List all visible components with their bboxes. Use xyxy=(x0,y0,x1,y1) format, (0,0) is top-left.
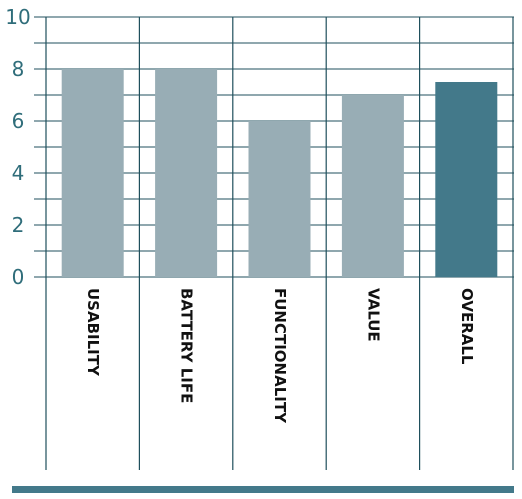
bar-value xyxy=(341,95,404,277)
y-tick-label: 8 xyxy=(12,57,25,81)
x-category-label: USABILITY xyxy=(84,288,102,377)
x-category-label: FUNCTIONALITY xyxy=(271,288,289,424)
y-tick-label: 0 xyxy=(12,265,25,289)
x-category-label: VALUE xyxy=(364,288,382,342)
y-tick-label: 6 xyxy=(12,109,25,133)
y-tick-label: 10 xyxy=(5,5,30,29)
bar-usability xyxy=(61,69,124,277)
bar-overall xyxy=(435,82,498,277)
bars xyxy=(61,69,498,277)
x-category-label: BATTERY LIFE xyxy=(178,288,196,403)
y-tick-label: 2 xyxy=(12,213,25,237)
footer-bar xyxy=(12,486,514,493)
bar-functionality xyxy=(248,121,311,277)
bar-battery-life xyxy=(155,69,218,277)
y-tick-label: 4 xyxy=(12,161,25,185)
x-category-label: OVERALL xyxy=(458,288,476,365)
y-axis-tick-labels: 0 2 4 6 8 10 xyxy=(5,5,30,289)
x-axis-category-labels: USABILITY BATTERY LIFE FUNCTIONALITY VALUE O… xyxy=(84,288,476,424)
